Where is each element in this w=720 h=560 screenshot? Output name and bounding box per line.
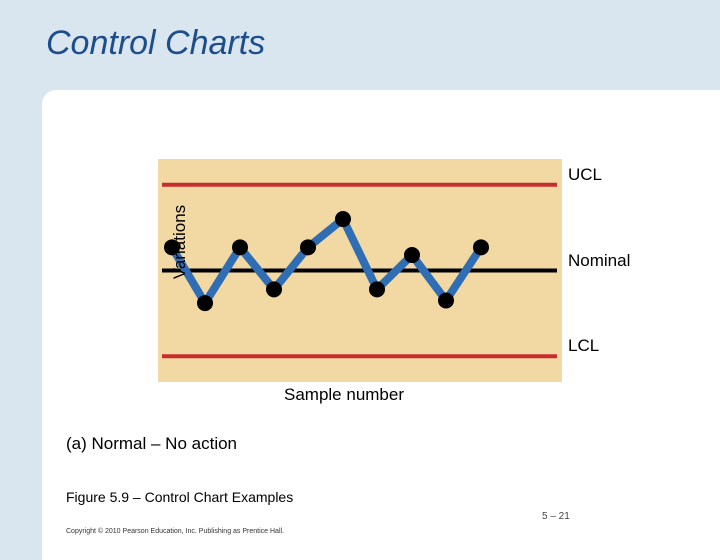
lcl-label: LCL [568, 336, 600, 356]
series-segment [408, 251, 450, 305]
series-segment [442, 243, 485, 305]
series-segment [201, 243, 244, 308]
series-segment [236, 243, 278, 294]
data-point [438, 292, 454, 309]
data-point [300, 239, 316, 256]
data-point [473, 239, 489, 256]
chart-subcaption: (a) Normal – No action [66, 434, 238, 453]
series-segment [168, 243, 209, 308]
data-point [266, 281, 282, 298]
data-point [404, 247, 420, 264]
figure-caption: Figure 5.9 – Control Chart Examples [66, 489, 294, 505]
y-axis-label: Variations [170, 204, 189, 280]
series-segment [339, 215, 381, 294]
series-segment [270, 243, 312, 294]
slide-title: Control Charts [46, 24, 266, 62]
data-point [335, 211, 351, 228]
page-number: 5 – 21 [542, 511, 570, 522]
data-point [232, 239, 248, 256]
copyright-notice: Copyright © 2010 Pearson Education, Inc.… [66, 528, 285, 535]
data-point [164, 239, 180, 256]
data-point [197, 295, 213, 312]
x-axis-label: Sample number [284, 385, 405, 404]
series-segment [373, 251, 416, 294]
ucl-label: UCL [568, 164, 603, 184]
control-chart [158, 159, 562, 382]
data-point [369, 281, 385, 298]
nominal-label: Nominal [568, 250, 631, 270]
